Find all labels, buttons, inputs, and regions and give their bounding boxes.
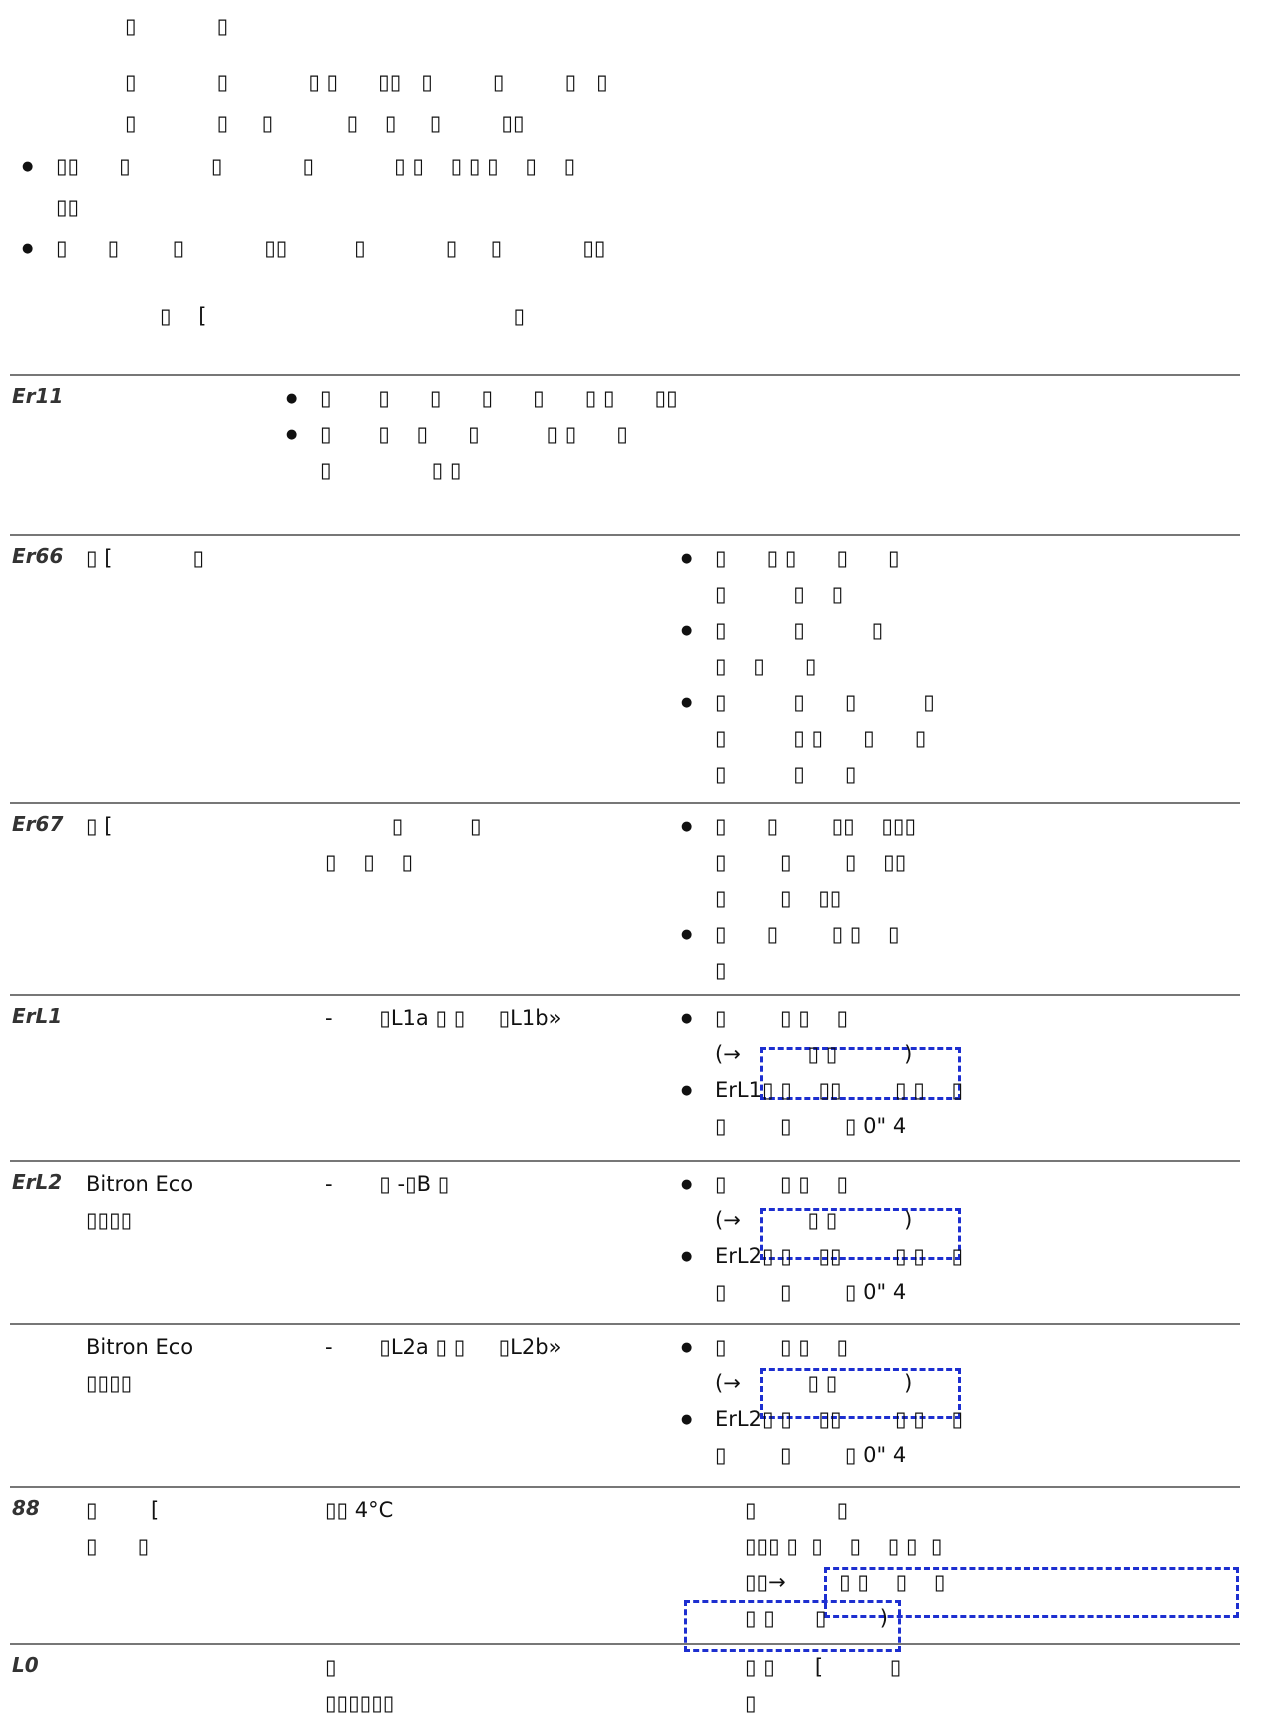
error-code: ErL1 (12, 1004, 63, 1028)
action-line: ▯ ▯ ▯ ▯ (681, 686, 935, 719)
condition-line: - ▯L2a ▯ ▯ ▯L2b» (325, 1335, 562, 1359)
action-line: ErL2▯ ▯ ▯▯ ▯ ▯ ▯ (681, 1403, 963, 1436)
cause-line: ▯ [ (86, 814, 113, 838)
condition-line: ▯▯ 4°C (325, 1498, 394, 1522)
description-line: ▯▯▯ ▯ ▯ ▯ ▯ ▯ ▯ (745, 1534, 943, 1558)
heading: ▯ ▯ (125, 14, 229, 38)
row-divider (10, 1643, 1240, 1645)
description-line: ▯ (745, 1691, 757, 1715)
cause-line: ▯ ▯ (86, 1534, 150, 1558)
bullet-line: ▯▯ ▯ ▯ ▯ ▯ ▯ ▯ ▯ ▯ ▯ ▯ (22, 150, 575, 183)
action-line: ▯ ▯ ▯▯ (715, 886, 842, 910)
action-line: (→ ▯ ▯ ) (715, 1208, 913, 1232)
action-line: ▯ ▯ ▯ 0" 4 (715, 1280, 907, 1304)
action-line: ▯ ▯ ▯ ▯ ▯ (681, 542, 900, 575)
cause-line: Bitron Eco (86, 1335, 194, 1359)
paragraph-line: ▯ ▯ ▯ ▯ ▯ ▯ ▯▯ (125, 111, 525, 135)
action-line: ▯ ▯ ▯ ▯ (681, 1168, 848, 1201)
cause-line: ▯ [ (86, 1498, 160, 1522)
error-code: Er67 (12, 812, 64, 836)
action-line: ErL1▯ ▯ ▯▯ ▯ ▯ ▯ (681, 1074, 963, 1107)
note-line: ▯ ▯ ▯ (320, 458, 462, 482)
action-line: (→ ▯ ▯ ) (715, 1371, 913, 1395)
note-line: ▯ ▯ ▯ ▯ ▯ ▯ ▯ ▯▯ (286, 382, 678, 415)
row-divider (10, 374, 1240, 376)
condition-line: - ▯L1a ▯ ▯ ▯L1b» (325, 1006, 562, 1030)
action-line: ▯ ▯ ▯ (715, 762, 857, 786)
highlight-box (684, 1600, 901, 1652)
action-line: (→ ▯ ▯ ) (715, 1042, 913, 1066)
cause-line: ▯ [ ▯ (86, 546, 205, 570)
action-line: ▯ ▯ ▯▯ ▯▯▯ (681, 810, 916, 843)
action-line: ▯ ▯ ▯ 0" 4 (715, 1443, 907, 1467)
action-line: ▯ ▯ ▯ ▯ ▯ (681, 918, 900, 951)
action-line: ▯ (715, 958, 727, 982)
condition-line: ▯ ▯ (325, 814, 482, 838)
action-line: ▯ ▯ ▯ (681, 614, 883, 647)
note-line: ▯ ▯ ▯ ▯ ▯ ▯ ▯ (286, 418, 628, 451)
action-line: ▯ ▯ ▯ ▯ (681, 1331, 848, 1364)
error-code: ErL2 (12, 1170, 63, 1194)
bullet-line: ▯▯ (56, 195, 80, 219)
description-line: ▯ ▯ ▯ ) (745, 1606, 888, 1630)
row-divider (10, 802, 1240, 804)
error-code: Er66 (12, 544, 64, 568)
row-divider (10, 994, 1240, 996)
action-line: ▯ ▯ ▯ ▯ (681, 1002, 848, 1035)
condition-line: - ▯ -▯B ▯ (325, 1172, 450, 1196)
row-divider (10, 1323, 1240, 1325)
row-divider (10, 1160, 1240, 1162)
error-code: Er11 (12, 384, 64, 408)
row-divider (10, 1486, 1240, 1488)
cause-line: ▯▯▯▯ (86, 1208, 133, 1232)
action-line: ▯ ▯ ▯ (715, 582, 844, 606)
cause-line: ▯▯▯▯ (86, 1371, 133, 1395)
condition-line: ▯ (325, 1655, 337, 1679)
row-divider (10, 534, 1240, 536)
action-line: ▯ ▯ ▯ (715, 654, 817, 678)
action-line: ▯ ▯ ▯ ▯ ▯ (715, 726, 927, 750)
cause-line: Bitron Eco (86, 1172, 194, 1196)
action-line: ErL2▯ ▯ ▯▯ ▯ ▯ ▯ (681, 1240, 963, 1273)
description-line: ▯▯→ ▯ ▯ ▯ ▯ (745, 1570, 946, 1594)
action-line: ▯ ▯ ▯ 0" 4 (715, 1114, 907, 1138)
condition-line: ▯ ▯ ▯ (325, 850, 414, 874)
paragraph-line: ▯ ▯ ▯ ▯ ▯▯ ▯ ▯ ▯ ▯ (125, 70, 608, 94)
bullet-line: ▯ ▯ ▯ ▯▯ ▯ ▯ ▯ ▯▯ (22, 232, 605, 265)
error-code: 88 (12, 1496, 40, 1520)
condition-line: ▯▯▯▯▯▯ (325, 1691, 395, 1715)
highlight-box (824, 1567, 1239, 1618)
description-line: ▯ ▯ (745, 1498, 849, 1522)
error-code: L0 (12, 1653, 39, 1677)
description-line: ▯ ▯ [ ▯ (745, 1655, 902, 1679)
action-line: ▯ ▯ ▯ ▯▯ (715, 850, 907, 874)
note: ▯ [ ▯ (160, 304, 526, 328)
